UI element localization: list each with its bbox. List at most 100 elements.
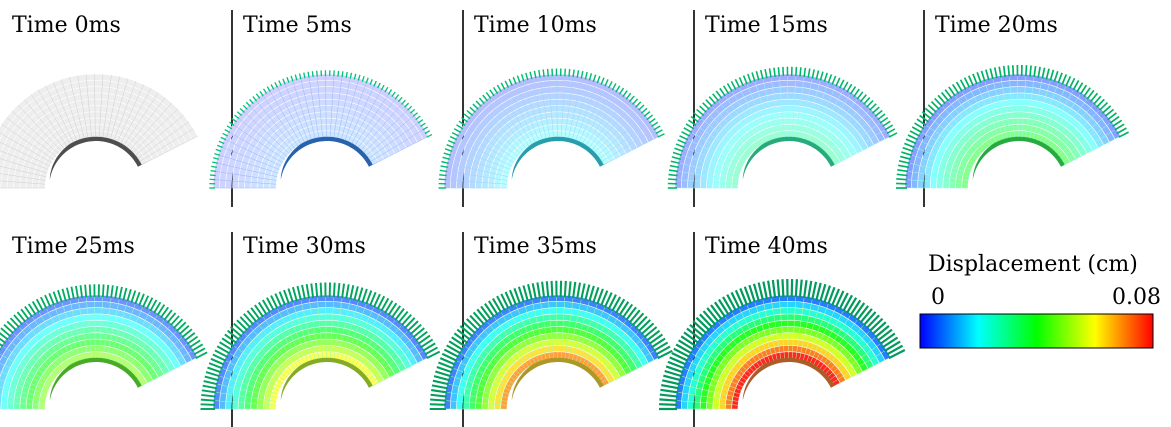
mesh-line <box>585 313 621 367</box>
arrow <box>823 285 832 304</box>
arrow <box>807 68 811 78</box>
mesh-line <box>217 375 279 395</box>
arrow <box>211 165 218 169</box>
arrow <box>407 105 413 111</box>
arrow <box>874 109 883 117</box>
mesh-line <box>575 81 599 141</box>
arrow <box>663 374 682 382</box>
arrow <box>985 69 990 81</box>
arrow <box>646 329 661 342</box>
arrow <box>337 283 341 298</box>
mesh-line <box>468 338 519 378</box>
arrow <box>588 73 593 81</box>
arrow <box>651 121 659 127</box>
arrow <box>653 125 661 131</box>
arrow <box>1083 87 1091 98</box>
arrow <box>349 72 353 79</box>
mesh-line <box>329 295 335 359</box>
arrow <box>61 288 67 302</box>
mesh-line <box>594 108 641 153</box>
arrow <box>869 103 877 111</box>
arrow <box>529 71 533 80</box>
arrow <box>856 305 870 321</box>
arrow <box>580 70 584 79</box>
arrow <box>989 68 994 80</box>
arrow <box>1007 65 1011 77</box>
mesh-line <box>507 306 536 364</box>
arrow <box>189 339 201 349</box>
mesh-line <box>591 102 635 151</box>
arrow <box>469 106 476 113</box>
arrow <box>458 120 466 126</box>
mesh-line <box>360 323 404 372</box>
arrow <box>20 308 30 320</box>
arrow <box>224 128 231 133</box>
arrow <box>462 321 477 335</box>
arrow <box>201 389 217 394</box>
mesh-line <box>572 299 591 361</box>
arrow <box>576 282 582 299</box>
arrow <box>426 350 441 360</box>
arrow <box>210 169 217 173</box>
arrow <box>6 320 17 331</box>
mesh-line <box>679 154 741 174</box>
mesh-line <box>1021 74 1027 138</box>
arrow <box>492 297 503 314</box>
mesh-line <box>762 77 778 139</box>
mesh-line <box>0 150 49 170</box>
mesh-line <box>0 141 51 167</box>
arrow <box>717 298 730 316</box>
mesh-line <box>132 329 179 374</box>
arrow <box>795 66 798 77</box>
arrow <box>713 301 727 318</box>
arrow <box>546 68 549 77</box>
mesh-line <box>601 128 656 162</box>
arrow <box>719 87 726 97</box>
arrow <box>998 66 1002 78</box>
mesh-line <box>463 345 516 381</box>
arrow <box>345 71 348 78</box>
mesh-line <box>45 85 74 143</box>
arrow <box>517 286 525 303</box>
arrow <box>245 101 251 107</box>
mesh-line <box>316 74 323 138</box>
arrow <box>226 125 233 130</box>
mesh-line <box>363 329 410 374</box>
mesh-line <box>795 75 805 138</box>
mesh-line <box>473 331 521 375</box>
arrow <box>453 332 469 344</box>
arrow <box>205 371 221 378</box>
arrow <box>412 112 418 117</box>
mesh-line <box>276 85 305 143</box>
arrow <box>461 116 468 123</box>
mesh-line <box>762 298 778 360</box>
mesh-line <box>129 102 173 151</box>
arrow <box>927 104 937 113</box>
arrow <box>835 77 841 87</box>
arrow <box>600 77 605 85</box>
mesh-line <box>113 81 137 141</box>
mesh-grid <box>444 295 660 410</box>
mesh-line <box>1017 74 1019 138</box>
arrow <box>849 299 862 316</box>
mesh-line <box>451 146 511 170</box>
arrow <box>508 78 513 87</box>
arrow <box>65 287 71 301</box>
mesh-line <box>492 94 530 147</box>
arrow <box>365 290 373 305</box>
arrow <box>472 103 479 110</box>
arrow <box>871 106 880 114</box>
arrow <box>303 72 306 79</box>
arrow <box>400 313 412 327</box>
mesh-line <box>0 132 52 163</box>
arrow <box>1079 84 1088 95</box>
mesh-line <box>825 108 872 153</box>
arrow <box>884 124 894 131</box>
mesh-line <box>348 305 375 363</box>
arrow <box>1033 66 1037 78</box>
arrow <box>480 305 492 321</box>
mesh-line <box>444 400 508 406</box>
mesh-line <box>603 357 660 387</box>
mesh-line <box>523 300 543 361</box>
